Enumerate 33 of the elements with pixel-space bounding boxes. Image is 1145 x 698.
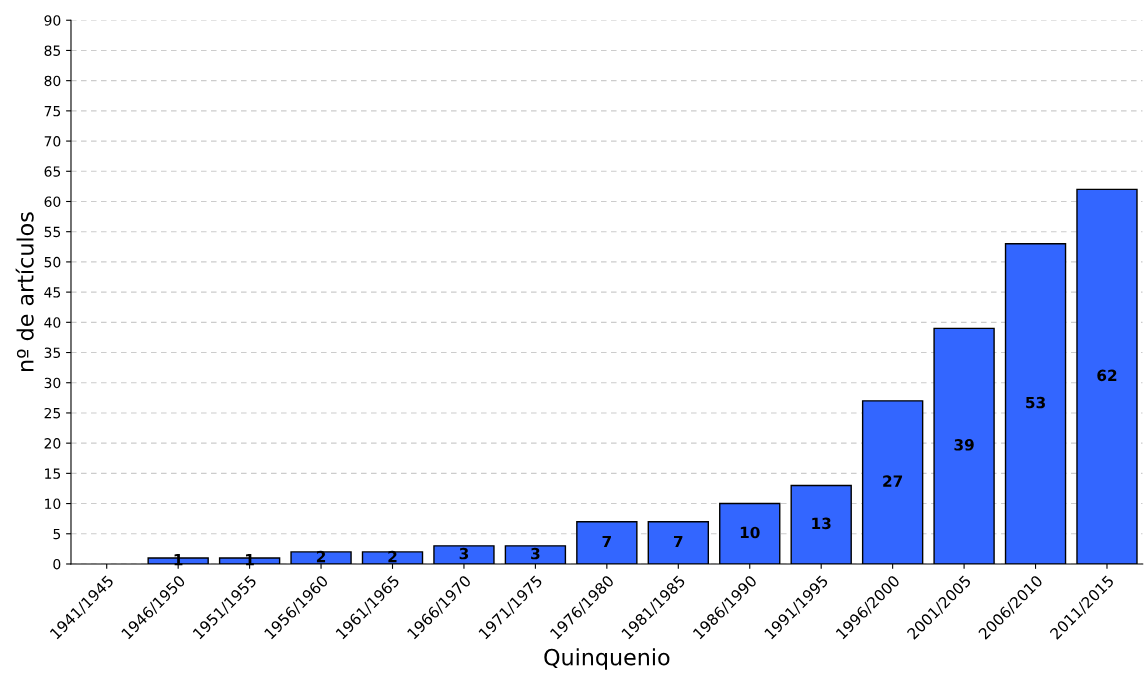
data-label: 13: [812, 517, 831, 530]
data-label: 62: [1097, 369, 1117, 382]
data-label: 3: [459, 547, 469, 560]
y-tick-label: 10: [45, 498, 61, 510]
y-tick-label: 15: [45, 468, 61, 479]
data-label: 3: [531, 547, 540, 560]
y-tick-label: 5: [53, 528, 61, 540]
y-tick-label: 30: [44, 377, 61, 389]
y-tick-label: 70: [44, 136, 61, 147]
data-label: 7: [674, 535, 683, 548]
data-label: 2: [388, 550, 397, 563]
y-tick-label: 75: [44, 106, 61, 117]
y-tick-label: 65: [44, 166, 61, 177]
y-tick-label: 25: [44, 407, 61, 419]
y-tick-label: 55: [44, 226, 61, 238]
y-tick-label: 50: [44, 256, 61, 268]
y-tick-label: 45: [44, 287, 61, 298]
y-tick-label: 85: [44, 45, 61, 56]
y-tick-label: 35: [44, 347, 61, 358]
y-tick-label: 80: [44, 75, 61, 87]
y-tick-label: 20: [44, 438, 61, 449]
data-label: 27: [883, 475, 903, 487]
data-label: 10: [740, 526, 760, 539]
y-tick-label: 60: [44, 196, 61, 207]
y-tick-label: 90: [44, 15, 61, 26]
x-axis-title: Quinquenio: [544, 648, 670, 670]
y-tick-label: 40: [44, 317, 61, 328]
y-axis-title: nº de artículos: [15, 212, 34, 371]
data-label: 39: [954, 439, 974, 451]
data-label: 2: [316, 550, 326, 563]
y-tick-label: 0: [53, 558, 61, 570]
data-label: 53: [1026, 396, 1045, 409]
data-label: 7: [602, 535, 611, 548]
